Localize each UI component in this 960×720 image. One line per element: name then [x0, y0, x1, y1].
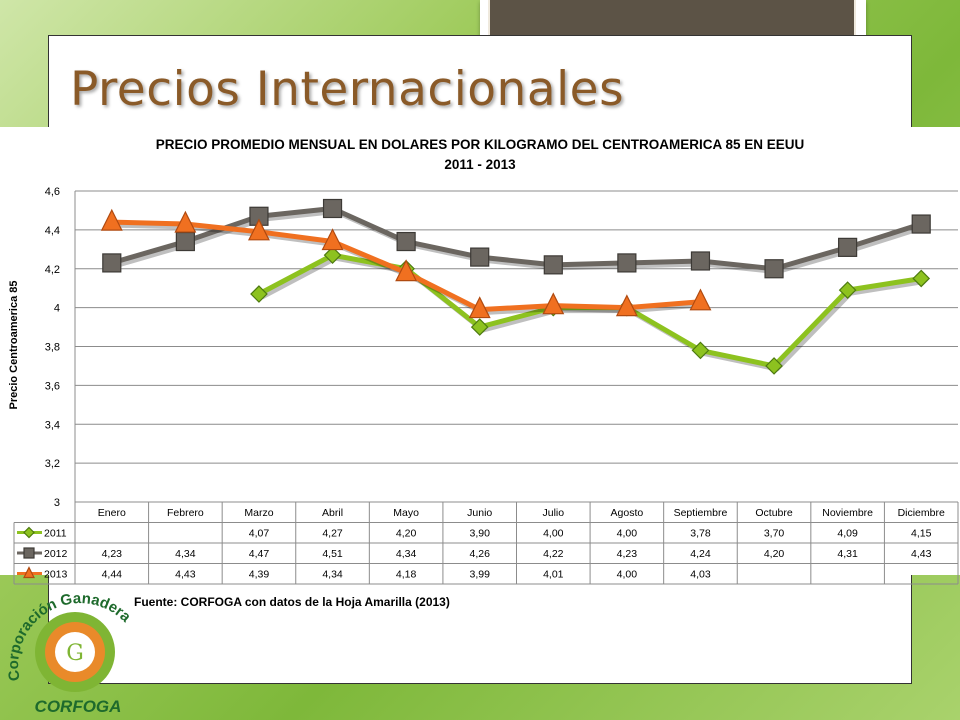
data-point-2012 — [543, 255, 563, 275]
data-label: 4,23 — [617, 548, 638, 560]
y-tick-label: 3,2 — [45, 458, 60, 470]
data-point-2012 — [396, 231, 416, 252]
y-tick-label: 4 — [54, 303, 60, 315]
data-label: 4,47 — [249, 548, 270, 560]
data-point-2012 — [838, 237, 858, 257]
data-point-2012 — [470, 247, 490, 267]
data-label: 4,34 — [322, 569, 343, 581]
legend-label: 2012 — [44, 548, 68, 560]
data-label: 4,31 — [837, 548, 858, 560]
source-note: Fuente: CORFOGA con datos de la Hoja Ama… — [134, 595, 450, 609]
data-label: 4,15 — [911, 528, 932, 540]
data-label: 4,44 — [102, 569, 123, 581]
data-label: 3,70 — [764, 528, 785, 540]
data-label: 4,34 — [175, 548, 196, 560]
category-label: Enero — [98, 507, 126, 519]
data-label: 4,24 — [690, 548, 711, 560]
data-label: 4,01 — [543, 569, 564, 581]
category-label: Noviembre — [822, 507, 873, 519]
legend-marker — [23, 547, 35, 559]
legend-marker — [23, 566, 35, 579]
data-label: 4,39 — [249, 569, 270, 581]
data-label: 4,26 — [469, 548, 490, 560]
data-label: 4,51 — [322, 548, 343, 560]
data-point-2013 — [395, 259, 418, 282]
chart-title: PRECIO PROMEDIO MENSUAL EN DOLARES POR K… — [155, 137, 805, 152]
data-point-2011 — [323, 246, 342, 264]
legend-label: 2013 — [44, 569, 68, 581]
category-label: Mayo — [393, 507, 419, 519]
chart-panel — [0, 127, 960, 575]
slide-title: Precios Internacionales — [70, 62, 625, 117]
category-label: Agosto — [611, 507, 644, 519]
y-tick-label: 3,6 — [45, 380, 60, 392]
data-label: 4,43 — [175, 569, 196, 581]
data-point-2013 — [689, 288, 712, 311]
category-label: Diciembre — [898, 507, 945, 519]
category-label: Julio — [542, 507, 564, 519]
data-point-2011 — [470, 318, 489, 336]
y-tick-label: 4,4 — [45, 225, 60, 237]
data-point-2013 — [100, 208, 123, 231]
data-point-2011 — [765, 357, 783, 375]
category-label: Octubre — [755, 507, 793, 519]
data-point-2013 — [542, 292, 565, 315]
data-label: 4,09 — [837, 528, 858, 540]
data-point-2013 — [174, 210, 197, 233]
data-point-2012 — [175, 231, 195, 252]
data-label: 4,03 — [690, 569, 711, 581]
data-point-2013 — [247, 218, 270, 241]
data-point-2012 — [764, 259, 784, 279]
data-label: 4,20 — [396, 528, 417, 540]
y-tick-label: 3 — [54, 497, 60, 509]
data-label: 4,00 — [543, 528, 564, 540]
logo-monogram: G — [66, 641, 84, 666]
data-label: 4,34 — [396, 548, 417, 560]
series-line-2012 — [111, 205, 922, 272]
category-label: Febrero — [167, 507, 204, 519]
category-label: Marzo — [244, 507, 273, 519]
data-point-2012 — [911, 214, 931, 234]
corfoga-logo: G Corporación Ganadera CORFOGA — [5, 590, 134, 716]
data-point-2011 — [250, 285, 268, 303]
data-label: 4,00 — [617, 569, 638, 581]
data-label: 3,99 — [469, 569, 490, 581]
chart-subtitle: 2011 - 2013 — [444, 157, 516, 172]
data-label: 4,43 — [911, 548, 932, 560]
data-point-2011 — [691, 341, 710, 360]
y-tick-label: 4,2 — [45, 264, 60, 276]
category-label: Abril — [322, 507, 343, 519]
y-tick-label: 3,8 — [45, 342, 60, 354]
data-point-2012 — [690, 251, 711, 271]
data-point-2012 — [322, 198, 343, 219]
data-label: 4,07 — [249, 528, 270, 540]
data-label: 4,00 — [617, 528, 638, 540]
data-point-2013 — [615, 294, 638, 317]
data-point-2013 — [468, 296, 491, 319]
y-tick-label: 3,4 — [45, 419, 60, 431]
data-label: 3,90 — [469, 528, 490, 540]
data-point-2011 — [912, 269, 931, 288]
data-point-2012 — [102, 253, 122, 273]
data-label: 4,18 — [396, 569, 417, 581]
data-label: 3,78 — [690, 528, 711, 540]
category-label: Septiembre — [674, 507, 728, 519]
y-tick-label: 4,6 — [45, 186, 60, 198]
data-point-2011 — [838, 281, 857, 299]
data-point-2012 — [617, 253, 637, 273]
logo-text-bottom: CORFOGA — [35, 697, 122, 716]
data-point-2013 — [321, 228, 344, 251]
logo-gear-center — [55, 632, 95, 672]
category-label: Junio — [467, 507, 492, 519]
data-label: 4,27 — [322, 528, 343, 540]
legend-marker — [23, 526, 35, 539]
data-label: 4,23 — [102, 548, 123, 560]
legend-label: 2011 — [44, 528, 67, 540]
data-label: 4,22 — [543, 548, 564, 560]
data-label: 4,20 — [764, 548, 785, 560]
